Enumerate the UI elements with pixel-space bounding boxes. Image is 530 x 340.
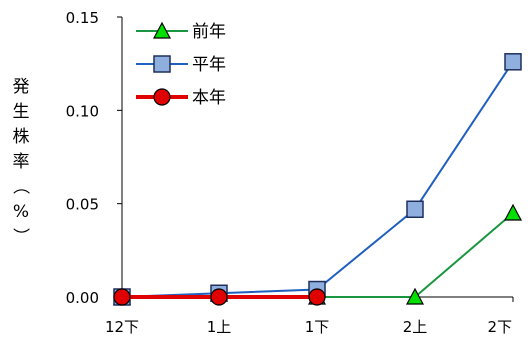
series-平年: [113, 53, 522, 306]
legend-label: 本年: [192, 88, 226, 108]
data-point: [406, 287, 424, 305]
y-tick-label: 0.00: [66, 289, 99, 307]
series-本年: [113, 288, 326, 306]
legend-marker: [153, 55, 171, 73]
y-ticks: 0.00 0.05 0.10 0.15: [66, 9, 122, 307]
y-tick-label: 0.10: [66, 102, 99, 120]
x-ticks: 12下 1上 1下 2上 2下: [105, 297, 514, 336]
series-layer: [113, 53, 522, 306]
x-tick-label: 1上: [207, 318, 232, 336]
y-axis-label-char: ）: [10, 228, 30, 245]
data-point: [504, 203, 522, 221]
legend-label: 平年: [192, 55, 226, 75]
x-tick-label: 1下: [305, 318, 330, 336]
y-axis-label-char: 率: [13, 152, 30, 172]
legend-marker: [153, 21, 171, 39]
data-point: [113, 288, 131, 306]
data-point: [504, 53, 522, 71]
y-axis-label-char: （: [10, 178, 30, 195]
x-tick-label: 2下: [487, 318, 512, 336]
legend-marker: [153, 88, 171, 106]
y-tick-label: 0.15: [66, 9, 99, 27]
y-axis-label-char: %: [13, 202, 29, 222]
y-axis-label-char: 株: [13, 127, 30, 147]
data-point: [406, 200, 424, 219]
axes: [121, 17, 513, 298]
y-tick-label: 0.05: [66, 196, 99, 214]
x-tick-label: 2上: [403, 318, 428, 336]
data-point: [308, 288, 326, 306]
x-tick-label: 12下: [105, 318, 139, 336]
legend-label: 前年: [192, 22, 226, 42]
y-axis-label-char: 発: [13, 77, 30, 97]
data-point: [210, 288, 228, 306]
y-axis-label-char: 生: [13, 102, 30, 122]
